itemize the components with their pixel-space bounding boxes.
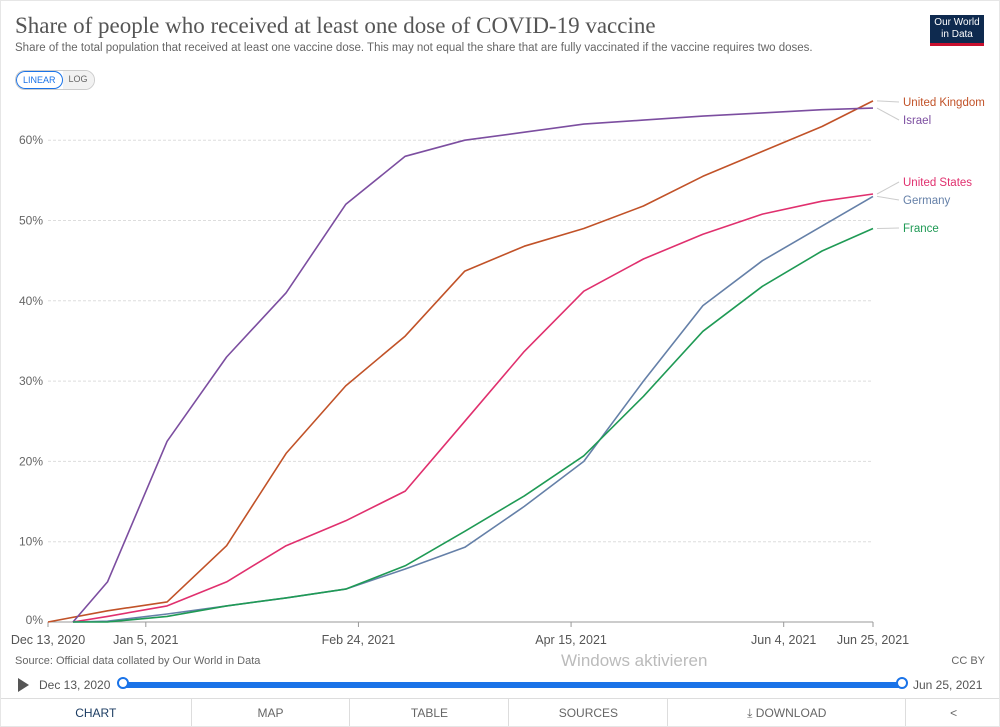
timeline-start-label: Dec 13, 2020 — [39, 678, 111, 692]
y-tick-label: 20% — [19, 454, 43, 468]
windows-watermark: Windows aktivieren — [561, 651, 708, 670]
tab-chart[interactable]: CHART — [1, 699, 191, 726]
timeline-start-handle[interactable] — [117, 677, 129, 689]
series-label: Germany — [903, 195, 951, 207]
x-tick-label: Jun 25, 2021 — [837, 633, 909, 647]
chart-title: Share of people who received at least on… — [15, 13, 656, 38]
linear-button[interactable]: LINEAR — [16, 71, 63, 89]
download-icon: ⤓ — [747, 706, 756, 720]
tab-sources[interactable]: SOURCES — [508, 699, 667, 726]
series-line-israel — [72, 107, 874, 623]
tab-map[interactable]: MAP — [190, 699, 350, 726]
series-label: Israel — [903, 115, 931, 127]
series-label: United Kingdom — [903, 97, 985, 109]
series-line-united-kingdom — [47, 100, 874, 623]
share-button[interactable]: < — [905, 699, 999, 726]
series-label: United States — [903, 177, 972, 189]
chart-subtitle: Share of the total population that recei… — [15, 42, 813, 54]
timeline-track[interactable] — [123, 682, 901, 688]
series-line-germany — [72, 195, 874, 623]
series-line-united-states — [72, 193, 874, 623]
y-tick-label: 60% — [19, 133, 43, 147]
label-connector — [876, 195, 900, 201]
timeline-end-handle[interactable] — [896, 677, 908, 689]
label-connector — [876, 227, 900, 230]
scale-toggle: LINEAR LOG — [15, 70, 95, 90]
timeline-end-label: Jun 25, 2021 — [913, 678, 983, 692]
label-connector — [876, 181, 900, 195]
x-tick-label: Feb 24, 2021 — [322, 633, 396, 647]
tab-table[interactable]: TABLE — [349, 699, 508, 726]
series-line-france — [73, 227, 874, 623]
tab-download[interactable]: ⤓ DOWNLOAD — [667, 699, 905, 726]
y-tick-label: 0% — [26, 613, 44, 627]
y-tick-label: 40% — [19, 294, 43, 308]
series-label: France — [903, 223, 939, 235]
owid-logo[interactable]: Our World in Data — [930, 15, 984, 46]
license-link[interactable]: CC BY — [951, 655, 985, 667]
x-tick-label: Apr 15, 2021 — [535, 633, 607, 647]
download-label: DOWNLOAD — [755, 706, 827, 720]
tab-bar: CHART MAP TABLE SOURCES ⤓ DOWNLOAD < — [1, 698, 999, 726]
label-connector — [876, 107, 900, 121]
log-button[interactable]: LOG — [62, 71, 94, 89]
label-connector — [876, 100, 900, 103]
x-tick-label: Jun 4, 2021 — [751, 633, 816, 647]
x-tick-label: Jan 5, 2021 — [113, 633, 178, 647]
y-tick-label: 50% — [19, 214, 43, 228]
x-tick-label: Dec 13, 2020 — [11, 633, 85, 647]
y-tick-label: 30% — [19, 374, 43, 388]
share-icon: < — [950, 706, 958, 720]
play-icon[interactable] — [18, 678, 29, 692]
source-note: Source: Official data collated by Our Wo… — [15, 655, 261, 667]
line-chart: 0% 10% 20% 30% 40% 50% 60% Dec 13, 2020 Jan 5, 2… — [11, 97, 985, 647]
y-tick-label: 10% — [19, 535, 43, 549]
timeline: Dec 13, 2020 Jun 25, 2021 — [1, 675, 999, 695]
